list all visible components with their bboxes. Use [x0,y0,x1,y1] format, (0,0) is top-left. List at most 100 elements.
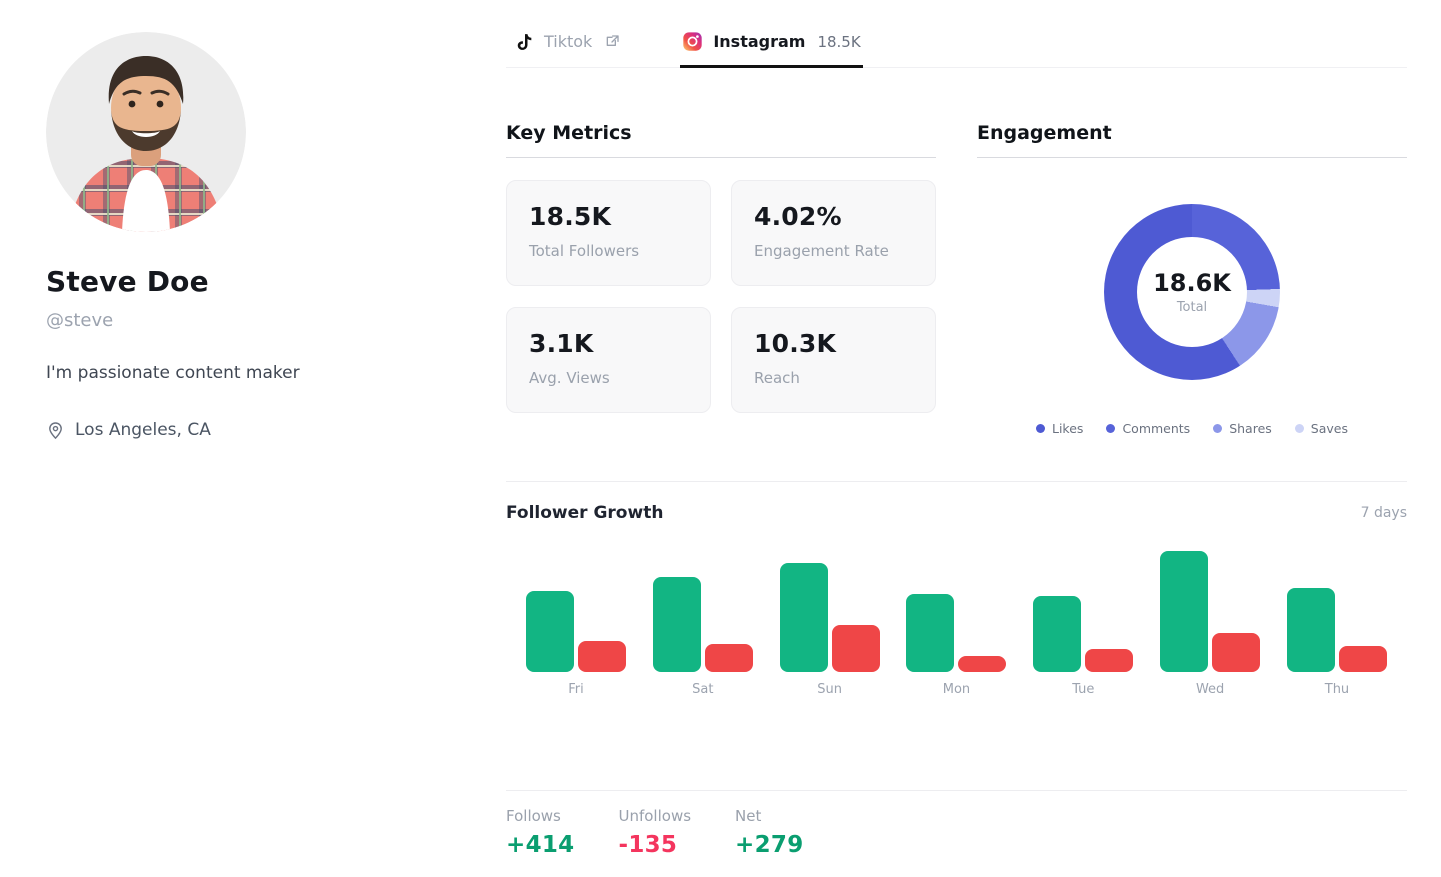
metric-card-total-followers: 18.5K Total Followers [506,180,711,286]
bar-group-sun: Sun [779,563,880,697]
metric-label: Avg. Views [529,369,610,387]
follows-bar [1160,551,1209,672]
bar-pair [1286,588,1387,672]
metric-value: 18.5K [529,202,612,231]
metric-card-reach: 10.3K Reach [731,307,936,413]
follows-bar [906,594,955,672]
day-label: Sun [817,682,843,697]
follower-growth-period: 7 days [1360,505,1407,521]
profile-handle: @steve [46,310,114,331]
legend-dot [1036,424,1045,433]
growth-stats: Follows +414 Unfollows -135 Net +279 [506,790,1407,858]
donut-center: 18.6K Total [1137,237,1247,347]
stat-unfollows: Unfollows -135 [618,807,691,858]
metric-card-avg-views: 3.1K Avg. Views [506,307,711,413]
unfollows-bar [831,625,880,672]
location-pin-icon [49,421,62,439]
legend-label: Likes [1052,421,1084,436]
metric-value: 10.3K [754,329,837,358]
bar-pair [906,594,1007,672]
day-label: Tue [1072,682,1095,697]
bar-group-wed: Wed [1160,551,1261,697]
metric-label: Total Followers [529,242,640,260]
legend-item-saves[interactable]: Saves [1294,421,1348,436]
engagement-title: Engagement [977,122,1112,144]
legend-dot [1106,424,1116,433]
unfollows-bar [958,656,1007,672]
day-label: Fri [568,682,584,697]
engagement-legend: Likes Comments Shares Saves [977,421,1407,436]
tab-tiktok[interactable]: Tiktok [514,32,620,52]
bar-pair [1033,596,1134,672]
unfollows-bar [1212,633,1261,672]
day-label: Thu [1324,682,1350,697]
stat-follows: Follows +414 [506,807,574,858]
bar-group-thu: Thu [1286,588,1387,697]
stat-label: Net [735,807,762,825]
day-label: Wed [1195,682,1225,697]
unfollows-bar [578,641,626,672]
legend-dot [1213,424,1223,433]
key-metrics-section: Key Metrics 18.5K Total Followers 4.02% … [506,122,936,436]
tab-instagram-count: 18.5K [817,32,861,51]
legend-label: Shares [1229,421,1272,436]
key-metrics-cards: 18.5K Total Followers 4.02% Engagement R… [506,180,936,413]
legend-label: Saves [1310,421,1348,436]
metric-value: 4.02% [754,202,842,231]
profile-location: Los Angeles, CA [46,420,446,440]
stat-label: Follows [506,807,561,825]
avatar-illustration [46,32,246,232]
follows-bar [526,591,574,672]
engagement-section: Engagement 18.6K Total Likes Comments Shar… [977,122,1407,436]
legend-item-comments[interactable]: Comments [1106,421,1190,436]
tab-instagram[interactable]: Instagram 18.5K [680,31,864,68]
engagement-donut-chart: 18.6K Total [1104,204,1280,380]
follows-bar [652,577,701,672]
engagement-divider [977,157,1407,158]
metric-label: Reach [754,369,800,387]
avatar [46,32,246,232]
stat-value: +279 [735,832,804,858]
donut-total-label: Total [1176,300,1208,315]
follower-growth-chart: Fri Sat Sun Mon Tue Wed Thu [506,523,1407,697]
day-label: Mon [942,682,971,697]
metric-label: Engagement Rate [754,242,889,260]
tab-tiktok-label: Tiktok [544,32,593,51]
follows-bar [1033,596,1082,672]
profile-location-text: Los Angeles, CA [75,420,211,440]
external-link-icon[interactable] [604,34,620,50]
day-label: Sat [692,682,714,697]
bar-pair [1160,551,1261,672]
legend-dot [1294,424,1304,433]
metric-card-engagement-rate: 4.02% Engagement Rate [731,180,936,286]
stat-value: +414 [506,832,575,858]
profile-name: Steve Doe [46,265,209,298]
follower-growth-title: Follower Growth [506,503,664,523]
stat-net: Net +279 [735,807,803,858]
bar-pair [779,563,880,672]
bar-group-mon: Mon [906,594,1007,697]
tab-instagram-label: Instagram [713,32,806,51]
profile-panel: Steve Doe @steve I'm passionate content … [46,32,446,440]
unfollows-bar [1085,649,1134,672]
bar-pair [652,577,753,672]
unfollows-bar [1338,646,1387,672]
unfollows-bar [704,644,753,672]
legend-item-shares[interactable]: Shares [1213,421,1272,436]
bar-group-tue: Tue [1033,596,1134,697]
follower-growth-section: Follower Growth 7 days Fri Sat Sun Mon Tue We… [506,481,1407,697]
key-metrics-title: Key Metrics [506,122,632,144]
legend-item-likes[interactable]: Likes [1036,421,1083,436]
key-metrics-divider [506,157,936,158]
follows-bar [1286,588,1335,672]
bar-group-fri: Fri [526,591,626,697]
legend-label: Comments [1122,421,1191,436]
profile-bio: I'm passionate content maker [46,363,300,383]
stat-label: Unfollows [618,807,692,825]
platform-tabs: Tiktok Instagram 18.5K [506,31,1407,68]
donut-total-value: 18.6K [1153,269,1231,297]
tiktok-icon [517,33,532,50]
bar-pair [526,591,626,672]
instagram-icon [683,32,703,51]
stat-value: -135 [618,832,678,858]
